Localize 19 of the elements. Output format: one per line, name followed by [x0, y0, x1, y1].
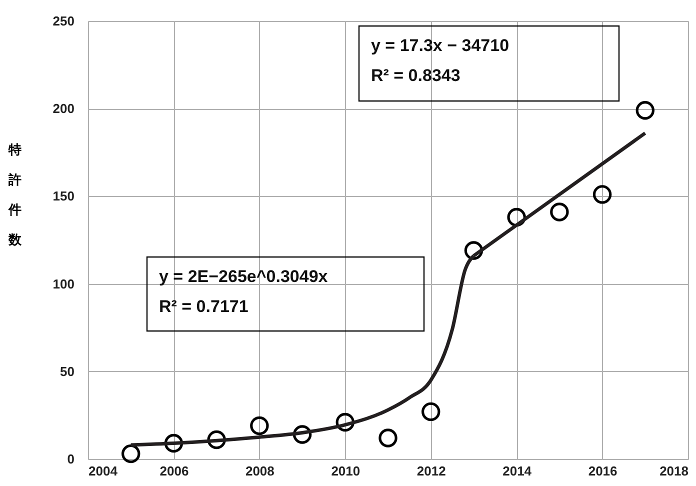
- x-tick-label: 2004: [88, 464, 118, 478]
- x-tick-label: 2008: [245, 464, 274, 478]
- x-tick-label: 2012: [416, 464, 446, 478]
- y-tick-label: 100: [52, 276, 74, 292]
- annotation: R² = 0.7171: [159, 297, 248, 316]
- y-tick-label: 250: [52, 14, 74, 28]
- x-tick-label: 2014: [502, 464, 532, 478]
- x-tick-label: 2016: [588, 464, 618, 478]
- x-tick-label: 2006: [160, 464, 189, 478]
- y-tick-label: 150: [52, 188, 74, 204]
- y-tick-label: 200: [52, 101, 74, 116]
- annotation: y = 17.3x − 34710: [371, 36, 510, 55]
- x-tick-label: 2010: [331, 464, 360, 478]
- y-tick-label: 50: [60, 364, 74, 379]
- x-tick-label: 2018: [660, 464, 688, 478]
- annotation: R² = 0.8343: [371, 66, 460, 85]
- y-axis-title: 特許件数: [8, 142, 22, 248]
- annotation: y = 2E−265e^0.3049x: [159, 267, 328, 286]
- y-tick-label: 0: [67, 452, 74, 466]
